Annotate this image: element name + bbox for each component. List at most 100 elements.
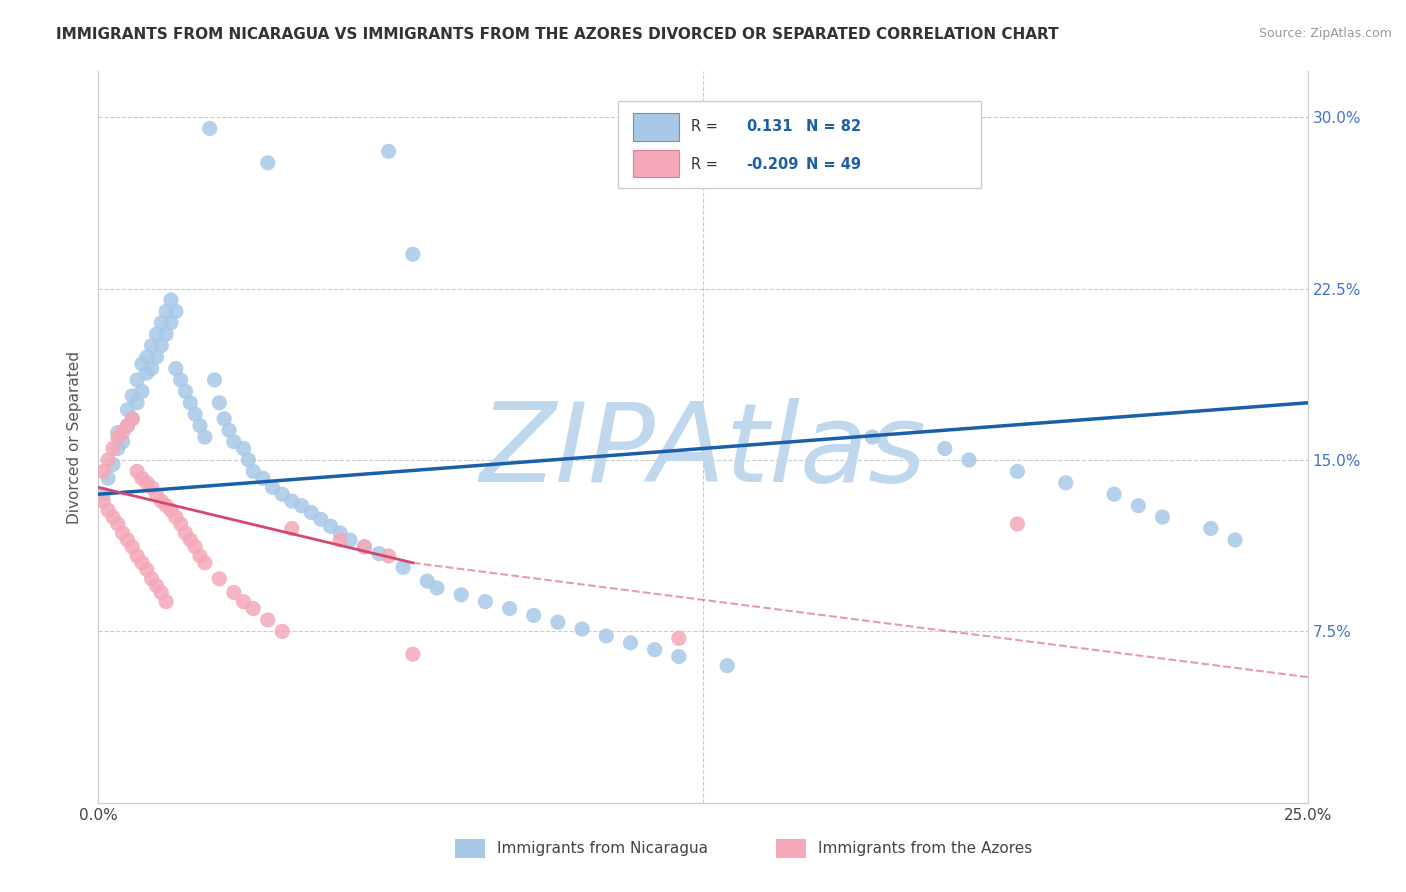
Point <box>299 506 322 520</box>
Point <box>281 521 304 535</box>
Point <box>1054 475 1077 490</box>
Text: Immigrants from Nicaragua: Immigrants from Nicaragua <box>498 840 709 855</box>
Point <box>402 247 425 261</box>
Point <box>474 595 496 609</box>
Point <box>523 608 546 623</box>
Point <box>242 464 264 478</box>
Point <box>121 412 143 426</box>
Point <box>101 510 124 524</box>
Point <box>121 389 143 403</box>
Point <box>135 475 157 490</box>
Point <box>262 480 284 494</box>
Point <box>91 487 114 501</box>
FancyBboxPatch shape <box>633 113 679 141</box>
Point <box>194 430 217 444</box>
Point <box>91 494 114 508</box>
Point <box>353 540 375 554</box>
Point <box>127 464 149 478</box>
Point <box>619 636 641 650</box>
Point <box>1128 499 1150 513</box>
Point <box>165 361 187 376</box>
Point <box>174 526 197 541</box>
Point <box>131 556 153 570</box>
Text: Immigrants from the Azores: Immigrants from the Azores <box>818 840 1032 855</box>
Point <box>242 601 264 615</box>
Point <box>194 556 217 570</box>
Y-axis label: Divorced or Separated: Divorced or Separated <box>67 351 83 524</box>
Point <box>127 396 149 410</box>
Point <box>169 516 191 531</box>
Point <box>329 533 352 547</box>
Point <box>165 304 187 318</box>
Point <box>271 487 294 501</box>
Point <box>127 549 149 563</box>
Point <box>256 613 278 627</box>
Text: R =: R = <box>690 119 718 134</box>
Point <box>184 407 207 421</box>
Point <box>107 442 129 456</box>
Point <box>169 373 191 387</box>
Point <box>165 510 187 524</box>
Point <box>131 357 153 371</box>
Point <box>860 430 883 444</box>
Point <box>179 533 201 547</box>
Point <box>232 442 254 456</box>
Point <box>111 434 134 449</box>
Point <box>392 560 415 574</box>
Point <box>222 585 245 599</box>
Point <box>222 434 245 449</box>
Point <box>290 499 312 513</box>
FancyBboxPatch shape <box>456 839 485 858</box>
Point <box>101 442 124 456</box>
Point <box>218 423 240 437</box>
Point <box>111 425 134 440</box>
Point <box>934 442 956 456</box>
Point <box>135 366 157 380</box>
FancyBboxPatch shape <box>633 150 679 178</box>
Point <box>117 402 139 417</box>
Point <box>1007 516 1029 531</box>
Point <box>97 453 120 467</box>
Point <box>117 533 139 547</box>
Point <box>377 145 399 159</box>
Point <box>145 327 167 342</box>
Point <box>668 649 690 664</box>
Point <box>212 412 235 426</box>
Point <box>97 503 120 517</box>
Point <box>716 658 738 673</box>
Point <box>179 396 201 410</box>
Point <box>160 503 183 517</box>
Point <box>131 471 153 485</box>
Point <box>91 464 114 478</box>
Point <box>141 480 163 494</box>
Point <box>188 418 211 433</box>
Point <box>135 563 157 577</box>
Text: N = 82: N = 82 <box>806 119 860 134</box>
FancyBboxPatch shape <box>776 839 806 858</box>
Point <box>127 373 149 387</box>
Point <box>107 516 129 531</box>
Point <box>150 494 173 508</box>
Point <box>141 572 163 586</box>
Text: N = 49: N = 49 <box>806 157 860 172</box>
Point <box>256 155 278 169</box>
Point <box>208 396 231 410</box>
Point <box>281 494 304 508</box>
Point <box>426 581 449 595</box>
Point <box>319 519 342 533</box>
Point <box>150 585 173 599</box>
Point <box>416 574 439 588</box>
Point <box>353 540 375 554</box>
Point <box>1102 487 1125 501</box>
Point <box>155 304 177 318</box>
Point <box>107 425 129 440</box>
Point <box>1007 464 1029 478</box>
Point <box>188 549 211 563</box>
Point <box>117 418 139 433</box>
Point <box>97 471 120 485</box>
Point <box>402 647 425 661</box>
Point <box>450 588 472 602</box>
Point <box>145 350 167 364</box>
Point <box>957 453 980 467</box>
Point <box>150 316 173 330</box>
